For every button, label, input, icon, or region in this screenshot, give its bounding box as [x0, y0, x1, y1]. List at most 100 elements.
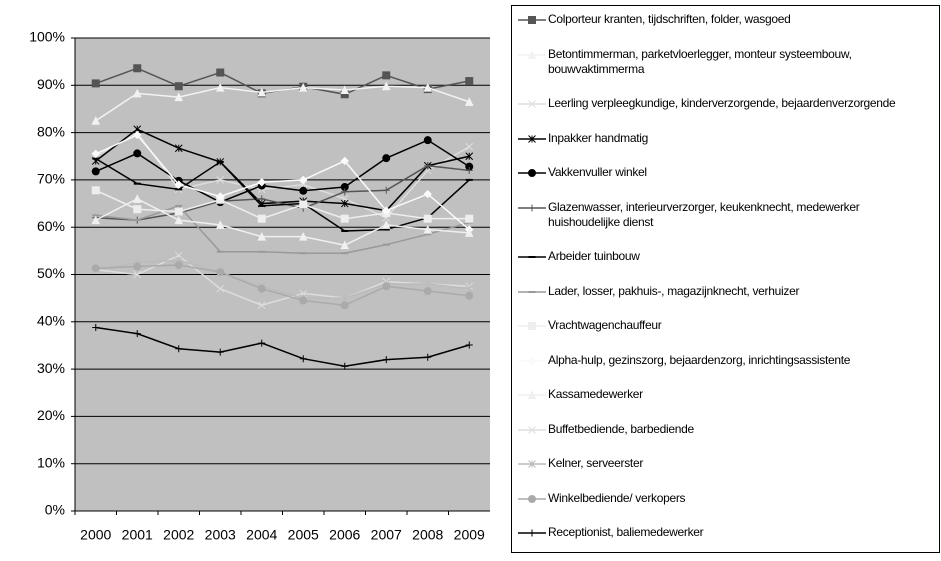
legend-label: Inpakker handmatig [548, 130, 648, 145]
legend-item: Winkelbediende/ verkopers [512, 491, 939, 506]
x-tick-label: 2002 [163, 527, 194, 543]
legend-item: Vrachtwagenchauffeur [512, 318, 939, 333]
marker [215, 83, 225, 92]
x-tick-label: 2005 [288, 527, 319, 543]
legend-label: Winkelbediende/ verkopers [548, 490, 686, 505]
marker [382, 356, 390, 364]
legend-label: Kassamedewerker [548, 387, 643, 401]
marker [465, 77, 474, 86]
marker [381, 81, 391, 91]
legend-item: Alpha-hulp, gezinszorg, bejaardenzorg, i… [512, 353, 939, 368]
marker [216, 192, 225, 201]
marker [424, 162, 432, 170]
marker [92, 323, 100, 331]
marker [382, 186, 390, 194]
marker [465, 142, 474, 151]
y-tick-label: 60% [37, 218, 65, 234]
series-line [95, 157, 470, 232]
legend-label: Buffetbediende, barbediende [548, 421, 694, 436]
marker [298, 83, 308, 92]
x-tick-label: 2004 [246, 527, 277, 543]
y-tick-label: 80% [37, 123, 65, 139]
marker [174, 261, 183, 270]
series-line [95, 259, 470, 299]
marker [132, 194, 142, 203]
marker [340, 156, 349, 166]
legend-swatch [518, 356, 546, 365]
series-line [95, 205, 470, 254]
legend-swatch [518, 390, 546, 399]
legend-label: Betontimmerman, parketvloerlegger, monte… [548, 46, 852, 76]
x-tick-label: 2009 [454, 527, 485, 543]
marker [341, 362, 349, 370]
legend-swatch [518, 290, 546, 293]
marker [465, 166, 473, 174]
legend-label: Lader, losser, pakhuis-, magazijnknecht,… [548, 283, 800, 298]
legend-item: Vakkenvuller winkel [512, 165, 939, 180]
series-line [95, 139, 470, 203]
marker [340, 199, 349, 208]
y-tick-label: 40% [37, 313, 65, 329]
legend-marker [527, 390, 537, 399]
legend-item: Kelner, serveerster [512, 456, 939, 471]
legend: Colporteur kranten, tijdschriften, folde… [511, 5, 940, 553]
marker [257, 214, 266, 223]
legend-swatch [518, 529, 546, 537]
chart: 0% 10% 20% 30% 40% 50% 60% 70% 80% 90% 100% 2000 200… [29, 29, 490, 543]
legend-item: Buffetbediende, barbediende [512, 422, 939, 437]
marker [465, 152, 474, 161]
legend-marker [528, 134, 536, 143]
marker [423, 136, 432, 145]
marker [340, 294, 349, 303]
marker [91, 215, 101, 225]
y-tick-label: 30% [37, 360, 65, 376]
marker [299, 355, 307, 363]
marker [174, 207, 183, 216]
series-line [95, 189, 470, 220]
marker [133, 270, 142, 279]
marker [299, 200, 308, 209]
legend-marker [528, 494, 536, 503]
marker [257, 232, 267, 241]
legend-label: Arbeider tuinbouw [548, 249, 640, 263]
y-tick-label: 50% [37, 265, 65, 281]
marker [175, 345, 183, 353]
series-line [95, 131, 470, 219]
legend-label: Glazenwasser, interieurverzorger, keuken… [548, 199, 860, 229]
marker [174, 144, 183, 153]
marker [299, 186, 308, 195]
y-tick-label: 90% [37, 76, 65, 92]
marker [91, 167, 100, 176]
legend-item: Receptionist, baliemedewerker [512, 525, 939, 540]
marker [423, 280, 432, 288]
marker [381, 220, 391, 229]
legend-swatch [518, 16, 546, 24]
x-tick-label: 2001 [122, 527, 153, 543]
legend-swatch [518, 494, 546, 503]
x-tick-label: 2000 [80, 527, 111, 543]
legend-marker [527, 49, 537, 59]
x-tick-label: 2008 [412, 527, 443, 543]
marker [340, 240, 350, 250]
marker [133, 64, 142, 73]
marker [133, 330, 141, 338]
marker [174, 82, 183, 91]
y-tick-label: 0% [45, 502, 65, 518]
marker [423, 83, 433, 92]
legend-swatch [518, 100, 546, 108]
marker [216, 284, 225, 293]
marker [465, 214, 474, 223]
x-tick-label: 2003 [205, 527, 236, 543]
marker [216, 68, 225, 77]
marker [299, 180, 308, 189]
series-line [95, 164, 470, 221]
series-line [95, 326, 470, 368]
legend-swatch [518, 204, 546, 211]
marker [91, 149, 100, 159]
marker [133, 262, 142, 271]
marker [174, 180, 183, 189]
marker [465, 284, 474, 293]
legend-item: Leerling verpleegkundige, kinderverzorge… [512, 96, 939, 111]
marker [133, 149, 142, 158]
